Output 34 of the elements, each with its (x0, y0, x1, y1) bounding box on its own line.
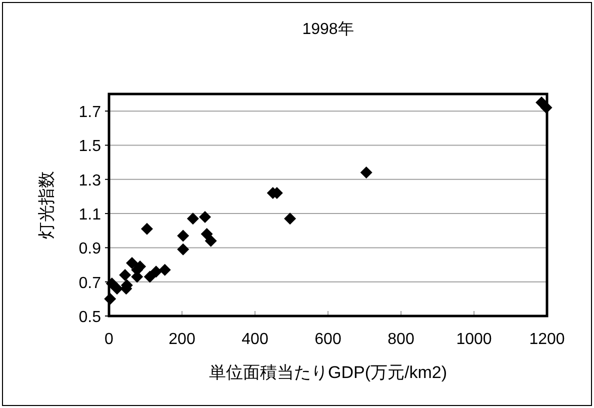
x-tick-label: 600 (314, 331, 342, 348)
y-tick-label: 1.1 (78, 206, 102, 224)
x-tick-label: 400 (242, 331, 268, 348)
y-tick-label: 1.3 (78, 172, 102, 190)
point (111, 282, 124, 295)
x-tick-label: 1000 (456, 331, 492, 348)
point (540, 102, 552, 114)
point (177, 243, 190, 256)
point (360, 166, 372, 179)
x-tick-label: 0 (104, 331, 114, 348)
y-tick-label: 1.5 (78, 138, 102, 156)
point (198, 210, 211, 223)
y-tick-label: 0.5 (78, 309, 102, 326)
y-axis-title: 灯光指数 (37, 171, 56, 239)
point (200, 228, 213, 240)
point (204, 234, 217, 247)
y-tick-label: 0.9 (78, 240, 102, 258)
point (150, 266, 162, 278)
point (144, 270, 156, 283)
x-axis-title: 単位面積当たりGDP(万元/km2) (209, 363, 447, 382)
point (104, 292, 116, 305)
point (186, 212, 199, 225)
point (140, 222, 153, 235)
point (284, 212, 296, 225)
x-tick-label: 200 (168, 331, 196, 348)
point (119, 269, 132, 282)
point (158, 264, 171, 276)
y-tick-label: 1.7 (78, 104, 102, 122)
x-tick-label: 800 (388, 331, 414, 348)
y-tick-label: 0.7 (78, 274, 102, 292)
point (126, 257, 138, 270)
x-tick-label: 1200 (529, 331, 565, 348)
chart-title: 1998年 (302, 21, 354, 38)
point (177, 230, 190, 242)
